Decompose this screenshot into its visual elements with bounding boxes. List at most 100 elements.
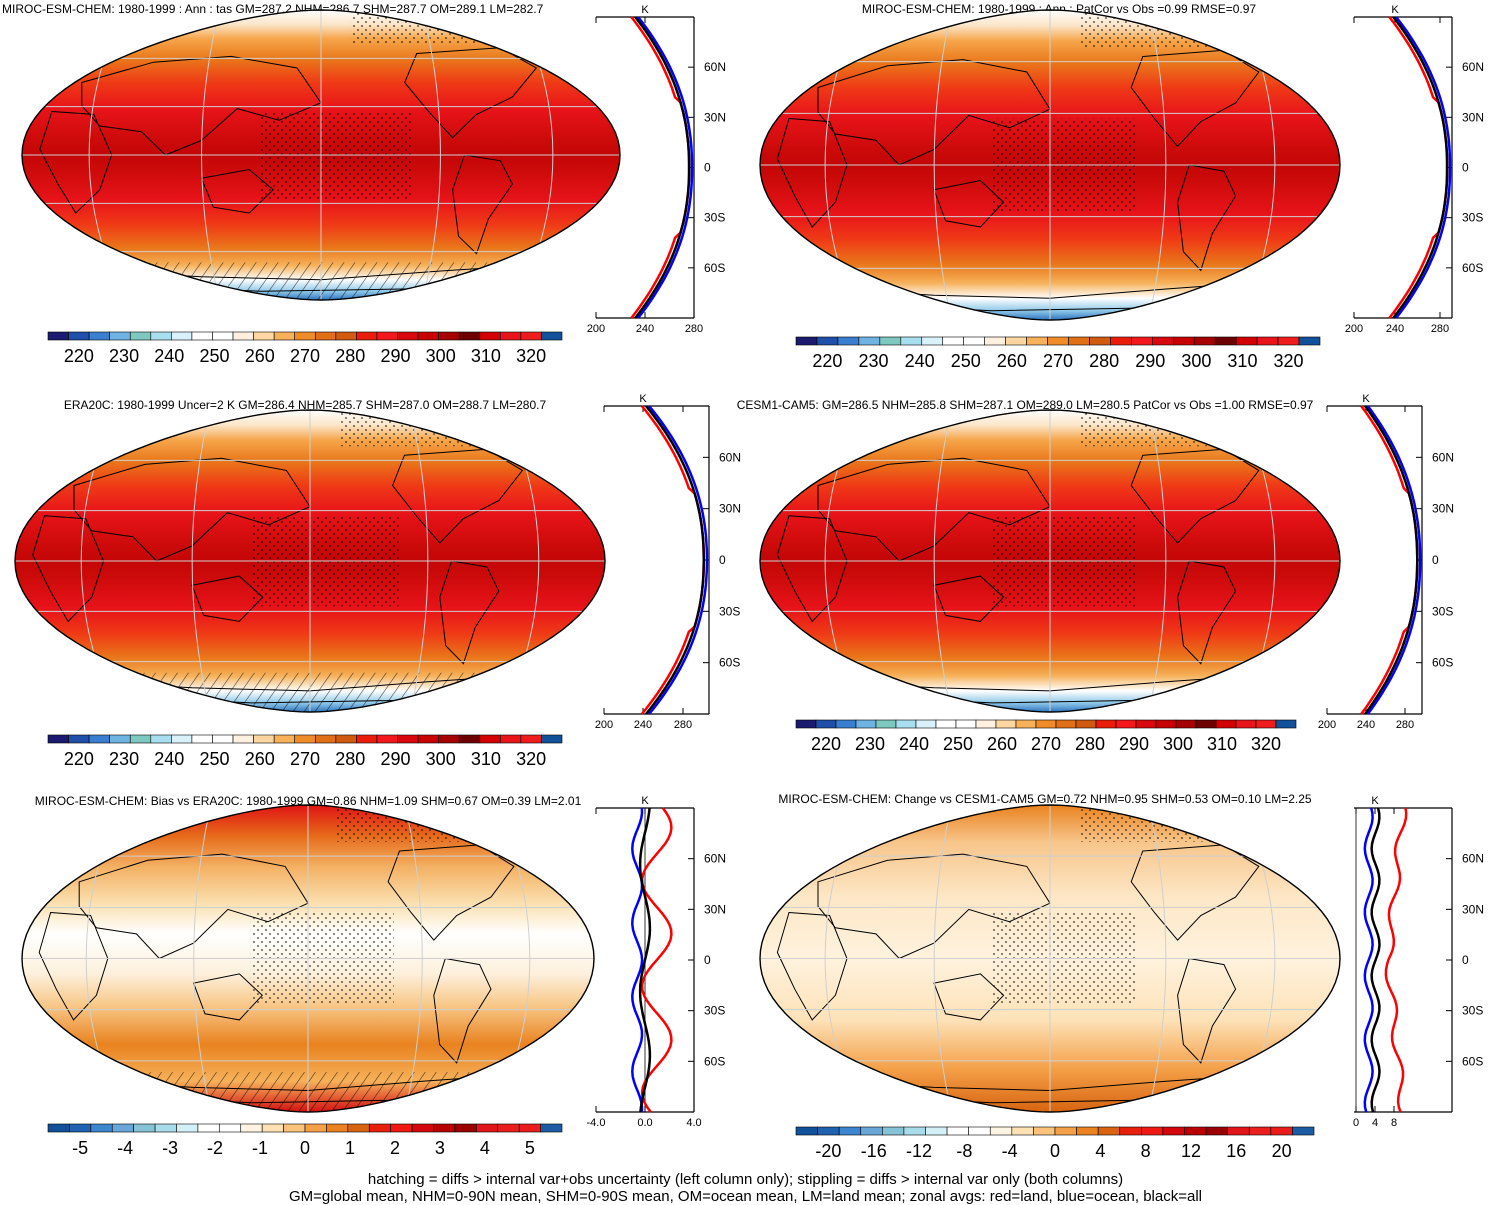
colorbar-swatch [1256,336,1279,346]
profile-series-land [640,405,706,715]
colorbar-label: 320 [516,749,546,769]
profile-lat-label: 60N [1432,450,1454,464]
colorbar: -5 -4 -3 -2 -1 0 1 2 3 4 5 [47,1123,563,1158]
colorbar-swatch [995,719,1017,729]
colorbar-label: 310 [471,346,501,366]
colorbar-swatch [838,1126,862,1136]
panel-title: MIROC-ESM-CHEM: 1980-1999 : Ann : PatCor… [862,2,1256,16]
profile-series-ocean [648,405,709,715]
colorbar-swatch [68,331,90,341]
profile-series-ocean [1363,807,1374,1113]
profile-lat-label: 30N [704,110,726,124]
colorbar-label: 290 [1135,351,1165,371]
graticule-lon [1148,410,1167,712]
profile-xtick-label: -4.0 [587,1117,606,1129]
colorbar-swatch [294,734,316,744]
profile-lat-label: 60S [704,1054,725,1068]
map [760,10,1340,320]
colorbar-label: 230 [859,351,889,371]
colorbar-swatch [283,1123,306,1133]
continent-outline [1177,957,1237,1064]
colorbar-label: 240 [154,749,184,769]
colorbar-label: 310 [1227,351,1257,371]
colorbar-label: 12 [1181,1141,1201,1161]
colorbar-swatch [454,1123,477,1133]
profile-lat-label: 0 [1462,953,1469,967]
colorbar-label: -4 [117,1138,133,1158]
colorbar-swatch [1205,1126,1228,1136]
colorbar-swatch [935,719,957,729]
colorbar-swatch [69,1123,92,1133]
profile-xtick-label: 200 [587,323,605,335]
caption-line-1: hatching = diffs > internal var+obs unce… [367,1171,1124,1188]
colorbar-label: 1 [345,1138,355,1158]
profile-units: K [639,393,647,405]
colorbar-swatch [942,336,964,346]
zonal-profile: K 200 240 280 60N 30N 0 30S 60S [1345,4,1484,335]
colorbar-swatch [520,331,542,341]
profile-xtick-label: 240 [634,719,652,731]
colorbar-label: 20 [1272,1141,1292,1161]
colorbar-swatch [1172,336,1195,346]
colorbar-swatch [356,734,378,744]
profile-series-all [1392,16,1449,319]
colorbar-swatch [1152,336,1174,346]
colorbar-swatch [191,734,213,744]
colorbar-label: 5 [525,1138,535,1158]
graticule-lon [422,10,441,300]
graticule-lon [933,805,952,1112]
profile-lat-label: 60N [1462,852,1484,866]
colorbar-swatch [1047,336,1069,346]
continent-outline [933,575,1005,622]
profile-xtick-label: 240 [1386,323,1404,335]
panel-title: MIROC-ESM-CHEM: Change vs CESM1-CAM5 GM=… [778,792,1312,806]
colorbar-swatch [261,1123,284,1133]
continent-outline [817,457,1051,562]
colorbar-swatch [1270,1126,1293,1136]
graticule-lon [201,10,220,300]
colorbar-swatch [433,1123,456,1133]
zonal-profile: K 200 240 280 60N 30N 0 30S 60S [1318,393,1454,731]
colorbar-label: 300 [1181,351,1211,371]
colorbar-swatch [479,734,501,744]
colorbar-label: 250 [200,346,230,366]
colorbar-swatch [133,1123,156,1133]
colorbar-swatch [273,331,296,341]
colorbar-swatch [191,331,213,341]
profile-lat-label: 30S [1462,1004,1483,1018]
map [15,410,605,712]
colorbar-swatch [368,1123,391,1133]
colorbar-swatch [171,734,193,744]
colorbar-swatch [111,1123,134,1133]
profile-lat-label: 0 [1462,161,1469,175]
colorbar-swatch [1005,336,1027,346]
profile-series-land [1384,807,1408,1113]
colorbar-swatch [540,1123,563,1133]
profile-lat-label: 60S [1462,1054,1483,1068]
colorbar-swatch [1135,719,1157,729]
colorbar-label: 220 [811,734,841,754]
profile-xtick-label: 0 [1353,1117,1359,1129]
profile-units: K [1371,795,1379,807]
zonal-profile: K 0 4 8 60N 30N 0 30S 60S [1353,795,1484,1129]
profile-xtick-label: 8 [1391,1117,1397,1129]
zonal-profile: K 200 240 280 60N 30N 0 30S 60S [595,393,741,731]
colorbar-swatch [417,331,439,341]
map [22,805,594,1112]
profile-lat-label: 30S [704,1004,725,1018]
colorbar-swatch [500,331,522,341]
profile-lat-label: 60N [704,60,726,74]
map [22,10,620,300]
map [760,805,1340,1112]
colorbar-label: 300 [426,749,456,769]
colorbar-swatch [1175,719,1197,729]
colorbar-swatch [875,719,897,729]
colorbar-swatch [458,331,481,341]
colorbar-swatch [1095,719,1117,729]
profile-lat-label: 60N [1462,60,1484,74]
colorbar-swatch [1141,1126,1164,1136]
colorbar-label: 260 [987,734,1017,754]
profile-xtick-label: 280 [1431,323,1449,335]
colorbar-swatch [176,1123,199,1133]
colorbar-label: 16 [1226,1141,1246,1161]
